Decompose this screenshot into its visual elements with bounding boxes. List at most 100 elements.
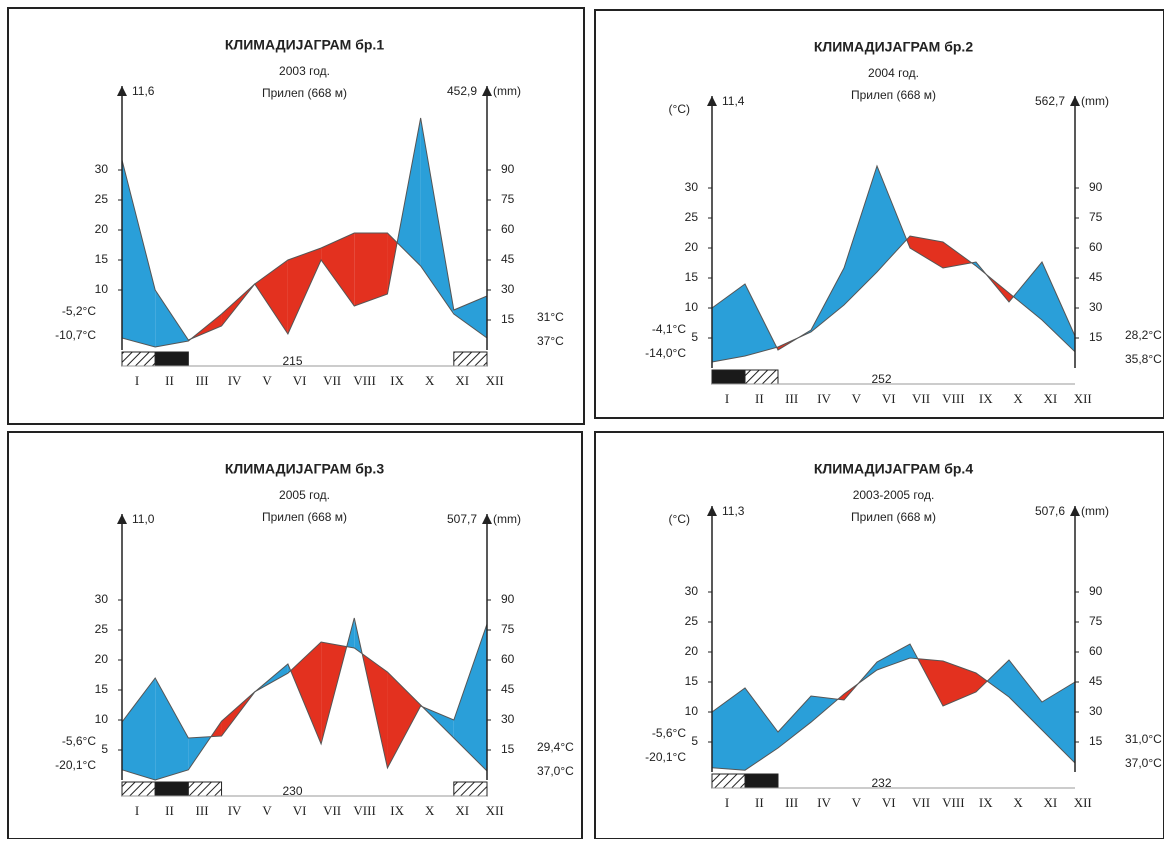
frost-certain xyxy=(711,369,746,385)
y-tick-label: 25 xyxy=(95,622,109,636)
annotation-mean-temp: 11,3 xyxy=(722,504,745,518)
month-label: III xyxy=(196,803,209,818)
annotation-frost-free-days: 252 xyxy=(871,372,891,386)
month-label: VIII xyxy=(942,795,964,810)
axis-arrow xyxy=(707,96,717,106)
y-tick-label: 25 xyxy=(95,192,109,206)
frost-certain xyxy=(154,781,189,797)
chart-subtitle: 2004 год. xyxy=(868,66,919,80)
month-label: I xyxy=(725,795,729,810)
month-label: X xyxy=(1013,795,1023,810)
month-label: XI xyxy=(1044,795,1058,810)
y-tick-label: 15 xyxy=(95,682,109,696)
annotation-abs-min: -20,1°C xyxy=(645,750,686,764)
precipitation-line xyxy=(121,617,488,770)
humid-area xyxy=(122,678,156,780)
y-tick-label: 5 xyxy=(101,742,108,756)
y-tick-label: 10 xyxy=(95,282,109,296)
chart-subtitle: 2003 год. xyxy=(279,64,330,78)
y-tick-label: 30 xyxy=(685,180,699,194)
annotation-avg-max: 31°C xyxy=(537,310,564,324)
y2-tick-label: 15 xyxy=(1089,734,1103,748)
frost-possible xyxy=(744,369,779,385)
annotation-annual-precip: 562,7 xyxy=(1035,94,1065,108)
annotation-abs-max: 37°C xyxy=(537,334,564,348)
y2-tick-label: 75 xyxy=(501,622,515,636)
humid-area xyxy=(1042,682,1075,763)
y-tick-label: 10 xyxy=(685,704,699,718)
axis-arrow xyxy=(482,86,492,96)
y-tick-label: 15 xyxy=(685,270,699,284)
y2-tick-label: 30 xyxy=(501,712,515,726)
arid-area xyxy=(321,233,355,306)
annotation-mean-temp: 11,6 xyxy=(132,84,155,98)
month-label: I xyxy=(135,373,139,388)
y2-tick-label: 45 xyxy=(501,252,515,266)
precipitation-line xyxy=(711,643,1076,733)
annotation-avg-max: 28,2°C xyxy=(1125,328,1162,342)
annotation-precip-unit: (mm) xyxy=(1081,504,1109,518)
humid-area xyxy=(397,118,421,266)
y-tick-label: 30 xyxy=(685,584,699,598)
arid-area xyxy=(387,672,421,768)
humid-area xyxy=(155,290,189,347)
y2-tick-label: 60 xyxy=(1089,240,1103,254)
y2-tick-label: 90 xyxy=(1089,584,1103,598)
month-label: XI xyxy=(455,803,469,818)
chart-title: КЛИМАДИЈАГРАМ бр.3 xyxy=(225,461,384,477)
y2-tick-label: 60 xyxy=(501,222,515,236)
month-label: VIII xyxy=(353,373,375,388)
frost-possible xyxy=(453,781,488,797)
humid-area xyxy=(712,284,745,362)
frost-possible xyxy=(121,781,156,797)
annotation-avg-min: -5,6°C xyxy=(652,726,686,740)
y-tick-label: 20 xyxy=(95,222,109,236)
month-label: III xyxy=(785,795,798,810)
y-tick-label: 15 xyxy=(95,252,109,266)
y2-tick-label: 30 xyxy=(501,282,515,296)
temperature-line xyxy=(121,641,488,781)
y2-tick-label: 45 xyxy=(501,682,515,696)
annotation-abs-max: 37,0°C xyxy=(537,764,574,778)
month-label: X xyxy=(1013,391,1023,406)
y-tick-label: 25 xyxy=(685,614,699,628)
y2-tick-label: 90 xyxy=(501,592,515,606)
annotation-frost-free-days: 215 xyxy=(282,354,302,368)
month-label: VIII xyxy=(353,803,375,818)
month-label: XII xyxy=(1074,391,1092,406)
precipitation-line xyxy=(711,164,1076,351)
y2-tick-label: 30 xyxy=(1089,704,1103,718)
temperature-line xyxy=(711,235,1076,363)
arid-area xyxy=(354,233,388,306)
annotation-abs-min: -14,0°C xyxy=(645,346,686,360)
annotation-temp-unit: (°C) xyxy=(669,512,690,526)
y2-tick-label: 15 xyxy=(501,312,515,326)
humid-area xyxy=(987,660,1009,697)
annotation-avg-max: 29,4°C xyxy=(537,740,574,754)
humid-area xyxy=(844,166,877,305)
annotation-annual-precip: 507,6 xyxy=(1035,504,1065,518)
precipitation-line xyxy=(121,117,488,341)
axis-arrow xyxy=(117,86,127,96)
month-label: V xyxy=(262,373,272,388)
humid-area xyxy=(1013,262,1042,320)
y-tick-label: 15 xyxy=(685,674,699,688)
frost-possible xyxy=(711,773,746,789)
y-tick-label: 5 xyxy=(691,734,698,748)
station: Прилеп (668 м) xyxy=(262,86,347,100)
y2-tick-label: 75 xyxy=(1089,614,1103,628)
month-label: VI xyxy=(293,803,307,818)
annotation-annual-precip: 507,7 xyxy=(447,512,477,526)
station: Прилеп (668 м) xyxy=(851,88,936,102)
y2-tick-label: 90 xyxy=(501,162,515,176)
humid-area xyxy=(712,688,745,771)
chart-title: КЛИМАДИЈАГРАМ бр.4 xyxy=(814,461,973,477)
month-label: IV xyxy=(817,391,831,406)
month-label: VII xyxy=(323,373,341,388)
y2-tick-label: 30 xyxy=(1089,300,1103,314)
y2-tick-label: 75 xyxy=(1089,210,1103,224)
chart-title: КЛИМАДИЈАГРАМ бр.1 xyxy=(225,37,384,53)
month-label: XI xyxy=(455,373,469,388)
month-label: II xyxy=(165,373,174,388)
